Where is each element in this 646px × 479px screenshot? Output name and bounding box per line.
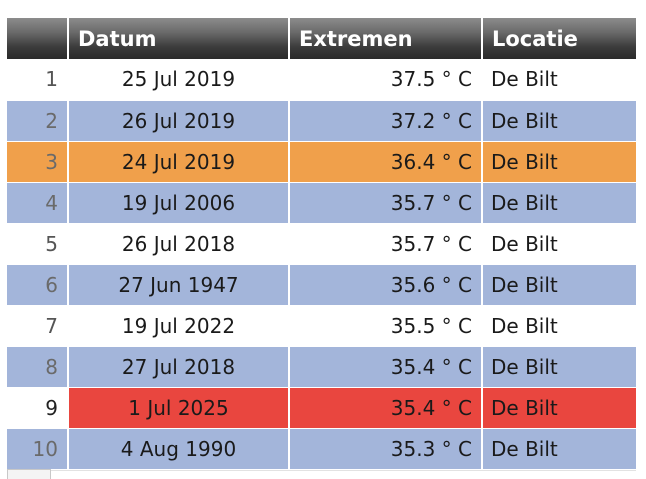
row-location: De Bilt (482, 59, 636, 101)
header-date[interactable]: Datum (68, 18, 290, 59)
row-date: 24 Jul 2019 (68, 141, 290, 183)
header-extreme[interactable]: Extremen (289, 18, 483, 59)
header-location[interactable]: Locatie (482, 18, 636, 59)
row-date: 25 Jul 2019 (68, 59, 290, 101)
row-temperature: 36.4 ° C (289, 141, 483, 183)
row-index: 5 (7, 223, 69, 265)
row-temperature: 35.5 ° C (289, 305, 483, 347)
table-row: 8 27 Jul 2018 35.4 ° C De Bilt (7, 346, 636, 388)
row-index: 4 (7, 182, 69, 224)
row-index: 9 (7, 387, 69, 429)
table-row: 7 19 Jul 2022 35.5 ° C De Bilt (7, 305, 636, 347)
row-date: 4 Aug 1990 (68, 428, 290, 470)
table-row: 9 1 Jul 2025 35.4 ° C De Bilt (7, 387, 636, 429)
row-temperature: 37.5 ° C (289, 59, 483, 101)
row-index: 2 (7, 100, 69, 142)
row-temperature: 35.3 ° C (289, 428, 483, 470)
row-temperature: 35.7 ° C (289, 223, 483, 265)
row-index: 10 (7, 428, 69, 470)
table-row: 4 19 Jul 2006 35.7 ° C De Bilt (7, 182, 636, 224)
table-row: 1 25 Jul 2019 37.5 ° C De Bilt (7, 59, 636, 101)
row-date: 26 Jul 2019 (68, 100, 290, 142)
row-index: 8 (7, 346, 69, 388)
row-temperature: 35.6 ° C (289, 264, 483, 306)
table-body: 1 25 Jul 2019 37.5 ° C De Bilt 2 26 Jul … (7, 59, 636, 470)
table-row: 10 4 Aug 1990 35.3 ° C De Bilt (7, 428, 636, 470)
row-location: De Bilt (482, 223, 636, 265)
row-index: 1 (7, 59, 69, 101)
row-location: De Bilt (482, 182, 636, 224)
table-row: 2 26 Jul 2019 37.2 ° C De Bilt (7, 100, 636, 142)
row-location: De Bilt (482, 387, 636, 429)
row-temperature: 35.7 ° C (289, 182, 483, 224)
row-date: 19 Jul 2022 (68, 305, 290, 347)
row-location: De Bilt (482, 428, 636, 470)
row-temperature: 35.4 ° C (289, 346, 483, 388)
row-index: 6 (7, 264, 69, 306)
extremes-table: Datum Extremen Locatie 1 25 Jul 2019 37.… (7, 18, 636, 470)
row-date: 1 Jul 2025 (68, 387, 290, 429)
row-location: De Bilt (482, 141, 636, 183)
row-date: 26 Jul 2018 (68, 223, 290, 265)
row-date: 27 Jul 2018 (68, 346, 290, 388)
row-location: De Bilt (482, 264, 636, 306)
row-index: 7 (7, 305, 69, 347)
scrollbar-handle[interactable] (7, 469, 51, 479)
row-location: De Bilt (482, 100, 636, 142)
row-location: De Bilt (482, 346, 636, 388)
row-location: De Bilt (482, 305, 636, 347)
table-row: 6 27 Jun 1947 35.6 ° C De Bilt (7, 264, 636, 306)
row-temperature: 37.2 ° C (289, 100, 483, 142)
table-header-row: Datum Extremen Locatie (7, 18, 636, 59)
row-date: 27 Jun 1947 (68, 264, 290, 306)
header-index (7, 18, 69, 59)
row-index: 3 (7, 141, 69, 183)
table-row: 3 24 Jul 2019 36.4 ° C De Bilt (7, 141, 636, 183)
row-date: 19 Jul 2006 (68, 182, 290, 224)
table-row: 5 26 Jul 2018 35.7 ° C De Bilt (7, 223, 636, 265)
table-bottom-divider (7, 470, 636, 471)
row-temperature: 35.4 ° C (289, 387, 483, 429)
